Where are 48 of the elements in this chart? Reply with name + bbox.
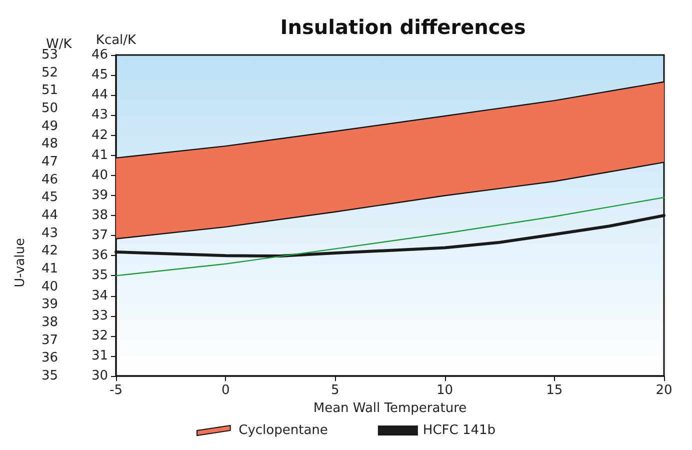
y-tick-label: 41 bbox=[91, 148, 108, 163]
y-tick-label: 31 bbox=[91, 348, 108, 364]
y2-tick-label: 49 bbox=[41, 118, 58, 134]
y2-tick-label: 40 bbox=[41, 279, 58, 294]
y2-tick-label: 35 bbox=[41, 368, 58, 384]
y-tick-label: 32 bbox=[91, 328, 108, 344]
y-tick-label: 43 bbox=[91, 108, 108, 123]
y-tick-label: 44 bbox=[91, 88, 108, 103]
y-tick-label: 38 bbox=[91, 208, 108, 223]
y-tick-label: 40 bbox=[91, 168, 108, 183]
y2-tick-label: 46 bbox=[41, 172, 58, 188]
y2-tick-label: 37 bbox=[41, 332, 58, 348]
y2-tick-label: 48 bbox=[41, 136, 58, 152]
x-axis-title: Mean Wall Temperature bbox=[313, 401, 467, 416]
y-tick-label: 34 bbox=[91, 288, 108, 304]
line-series bbox=[115, 196, 665, 276]
y2-tick-label: 41 bbox=[41, 262, 58, 276]
chart-title: Insulation differences bbox=[280, 15, 526, 39]
x-tick-label: 20 bbox=[656, 383, 672, 398]
legend-label: HCFC 141b bbox=[422, 423, 496, 438]
legend-label: Cyclopentane bbox=[238, 423, 328, 438]
y2-tick-label: 44 bbox=[41, 208, 58, 223]
text: U-value bbox=[13, 238, 28, 288]
y-tick-label: 42 bbox=[91, 128, 108, 143]
y2-tick-label: 51 bbox=[41, 83, 58, 98]
y-tick-label: 39 bbox=[91, 188, 108, 203]
y2-tick-label: 38 bbox=[41, 315, 58, 330]
y2-tick-label: 45 bbox=[41, 190, 58, 206]
y-tick-label: 37 bbox=[91, 228, 108, 244]
y2-tick-label: 39 bbox=[41, 297, 58, 312]
y2-tick-label: 42 bbox=[41, 244, 58, 259]
x-tick-label: 15 bbox=[546, 383, 563, 398]
x-tick-label: 5 bbox=[331, 383, 340, 398]
y-tick-label: 45 bbox=[91, 68, 108, 83]
y2-tick-label: 47 bbox=[41, 154, 58, 170]
y-tick-label: 46 bbox=[91, 48, 108, 62]
x-tick-label: -5 bbox=[110, 383, 122, 398]
y-tick-label: 33 bbox=[91, 308, 108, 324]
y2-tick-label: 36 bbox=[41, 350, 58, 366]
y-tick-label: 30 bbox=[91, 368, 108, 384]
y2-tick-label: 43 bbox=[41, 226, 58, 241]
y-tick-label: 36 bbox=[91, 248, 108, 264]
y2-tick-label: 52 bbox=[41, 65, 58, 80]
y2-tick-label: 50 bbox=[41, 101, 58, 116]
x-tick-label: 0 bbox=[221, 383, 230, 398]
y-tick-label: 35 bbox=[91, 268, 108, 284]
x-tick-label: 10 bbox=[436, 383, 454, 398]
y-axis-title: Kcal/K bbox=[96, 33, 137, 48]
